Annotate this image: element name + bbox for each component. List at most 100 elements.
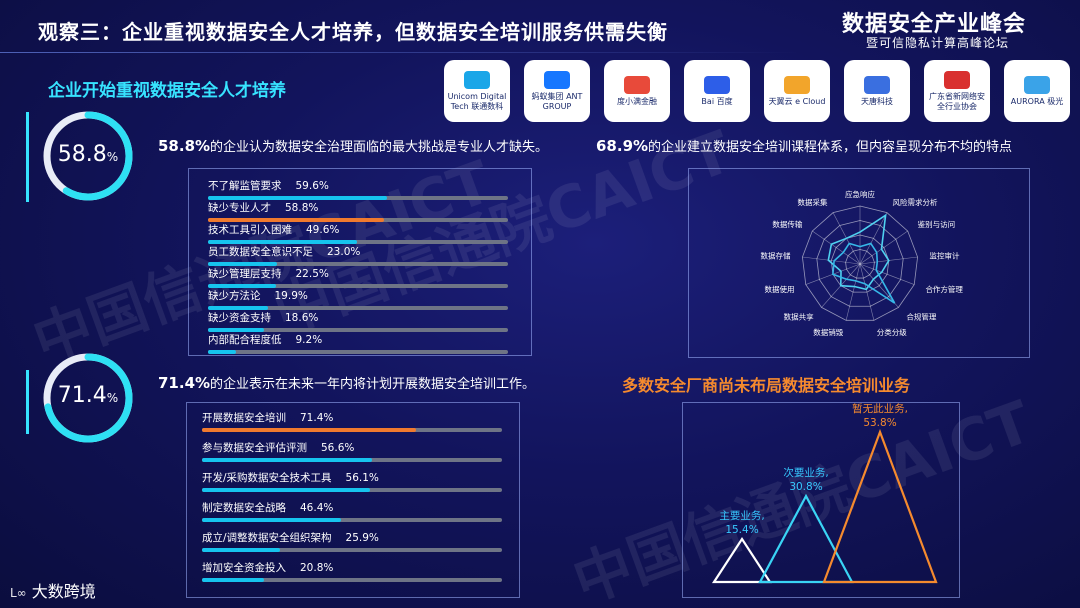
business-category-label: 暂无此业务, — [852, 402, 908, 415]
plans-bar-list: 开展数据安全培训 71.4% 参与数据安全评估评测 56.6% 开发/采购数据安全技术工… — [202, 410, 506, 590]
bar-fill — [208, 284, 276, 288]
radar-series — [832, 242, 896, 304]
radar-axis-label: 数据使用 — [765, 284, 795, 294]
bar-fill — [208, 240, 357, 244]
radar-chart-box — [688, 168, 1030, 358]
bar-fill — [202, 428, 417, 432]
business-chart: 主要业务, 15.4% 次要业务, 30.8% 暂无此业务, 53.8% — [711, 402, 938, 584]
challenges-bar-list: 不了解监管要求 59.6% 缺少专业人才 58.8% 技术工具引入困难 49.6% 员工数据… — [208, 178, 510, 354]
radar-grid-ring — [802, 205, 918, 321]
bar-value: 71.4% — [300, 412, 334, 424]
challenges-chart-box — [188, 168, 532, 356]
bar-fill — [208, 218, 385, 222]
bar-row: 缺少专业人才 58.8% — [208, 200, 510, 222]
bar-value: 18.6% — [285, 312, 319, 324]
radar-axis-label: 监控审计 — [929, 251, 959, 261]
summit-title: 数据安全产业峰会 — [842, 12, 1027, 37]
bar-row: 缺少资金支持 18.6% — [208, 310, 510, 332]
bar-label: 技术工具引入困难 49.6% — [208, 222, 339, 237]
bar-category: 内部配合程度低 — [208, 334, 282, 346]
logo-mark-icon — [464, 71, 490, 90]
logo-name: AURORA 极光 — [1010, 96, 1064, 106]
partner-logo: 度小满金融 — [604, 60, 670, 122]
bar-row: 增加安全资金投入 20.8% — [202, 560, 506, 582]
bar-fill — [208, 350, 236, 354]
bar-value: 23.0% — [327, 246, 361, 258]
bar-label: 员工数据安全意识不足 23.0% — [208, 244, 360, 259]
bar-category: 制定数据安全战略 — [202, 502, 286, 514]
bar-category: 不了解监管要求 — [208, 180, 282, 192]
bar-fill — [208, 196, 387, 200]
radar-grid-ring — [845, 249, 875, 279]
bar-track — [202, 488, 502, 492]
bar-track — [208, 262, 508, 266]
bar-value: 25.9% — [345, 532, 379, 544]
radar-axis-label: 数据采集 — [797, 197, 827, 207]
progress-ring — [43, 353, 133, 443]
bar-row: 缺少管理层支持 22.5% — [208, 266, 510, 288]
partner-logo: 广东省新网络安全行业协会 — [924, 60, 990, 122]
logo-mark-icon — [944, 71, 970, 90]
bar-category: 缺少资金支持 — [208, 312, 271, 324]
partner-logo: AURORA 极光 — [1004, 60, 1070, 122]
partner-logo: Unicom Digital Tech 联通数科 — [444, 60, 510, 122]
logo-name: Unicom Digital Tech 联通数科 — [447, 92, 507, 111]
bar-category: 缺少专业人才 — [208, 202, 271, 214]
partner-logo: Bai 百度 — [684, 60, 750, 122]
bar-category: 参与数据安全评估评测 — [202, 442, 307, 454]
bar-fill — [208, 328, 264, 332]
bar-label: 缺少专业人才 58.8% — [208, 200, 318, 215]
logo-mark-icon — [704, 75, 730, 94]
business-chart-box — [682, 402, 960, 598]
business-triangle — [758, 493, 854, 584]
bar-track — [202, 548, 502, 552]
bar-value: 9.2% — [295, 334, 323, 346]
footer-logo-icon: ᒪ∞ — [10, 586, 27, 600]
bar-row: 技术工具引入困难 49.6% — [208, 222, 510, 244]
bar-category: 开展数据安全培训 — [202, 412, 286, 424]
logo-mark-icon — [1024, 75, 1050, 94]
business-triangle — [711, 537, 773, 584]
radar-axis-label: 分类分级 — [877, 327, 907, 337]
accent-bar — [26, 370, 29, 434]
bar-label: 开发/采购数据安全技术工具 56.1% — [202, 470, 379, 485]
bar-track — [202, 518, 502, 522]
bar-category: 技术工具引入困难 — [208, 224, 292, 236]
bar-track — [208, 328, 508, 332]
logo-name: 天翼云 e Cloud — [768, 96, 826, 106]
plans-chart-box — [186, 402, 520, 598]
radar-axis-label: 风险需求分析 — [893, 197, 938, 207]
radar-spoke — [812, 230, 861, 265]
bar-category: 缺少管理层支持 — [208, 268, 282, 280]
bar-track — [202, 578, 502, 582]
business-category-label: 次要业务, — [783, 466, 828, 479]
bar-label: 开展数据安全培训 71.4% — [202, 410, 333, 425]
bar-row: 不了解监管要求 59.6% — [208, 178, 510, 200]
bar-label: 缺少管理层支持 22.5% — [208, 266, 329, 281]
logo-name: 度小满金融 — [617, 96, 657, 106]
bar-track — [202, 458, 502, 462]
radar-axis-label: 合规管理 — [906, 311, 936, 321]
partner-logo: 天翼云 e Cloud — [764, 60, 830, 122]
bar-track — [208, 218, 508, 222]
radar-axis-label: 鉴别与访问 — [918, 219, 956, 229]
progress-ring — [43, 111, 133, 201]
stat-line-training-plan: 71.4%的企业表示在未来一年内将计划开展数据安全培训工作。 — [158, 374, 536, 392]
bar-row: 员工数据安全意识不足 23.0% — [208, 244, 510, 266]
business-value-label: 30.8% — [789, 481, 822, 493]
bar-fill — [202, 548, 280, 552]
bar-category: 缺少方法论 — [208, 290, 261, 302]
bar-track — [208, 350, 508, 354]
stat-line-talent-gap: 58.8%的企业认为数据安全治理面临的最大挑战是专业人才缺失。 — [158, 137, 549, 155]
bar-row: 制定数据安全战略 46.4% — [202, 500, 506, 522]
business-value-label: 53.8% — [863, 417, 896, 429]
radar-axis-label: 数据传输 — [772, 219, 802, 229]
bar-label: 制定数据安全战略 46.4% — [202, 500, 333, 515]
bar-track — [208, 306, 508, 310]
bar-label: 内部配合程度低 9.2% — [208, 332, 322, 347]
radar-axis-label: 数据销毁 — [813, 327, 843, 337]
bar-label: 缺少资金支持 18.6% — [208, 310, 318, 325]
bar-row: 缺少方法论 19.9% — [208, 288, 510, 310]
radar-spoke — [859, 263, 875, 321]
